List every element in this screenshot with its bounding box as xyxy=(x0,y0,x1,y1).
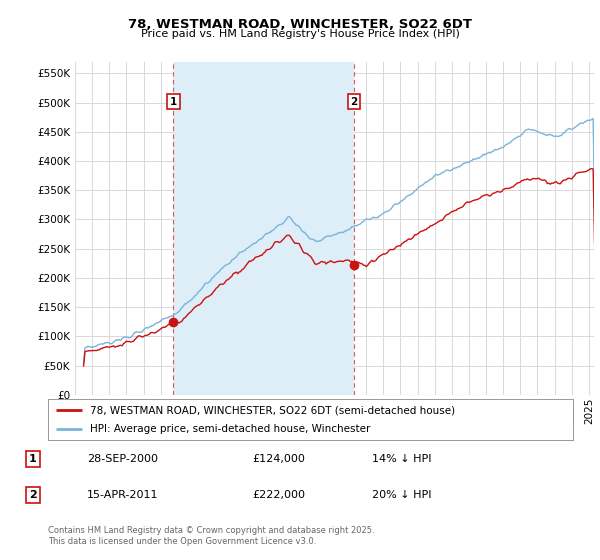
Text: 2: 2 xyxy=(350,96,358,106)
Text: £222,000: £222,000 xyxy=(252,490,305,500)
Text: 14% ↓ HPI: 14% ↓ HPI xyxy=(372,454,431,464)
Text: Contains HM Land Registry data © Crown copyright and database right 2025.
This d: Contains HM Land Registry data © Crown c… xyxy=(48,526,374,546)
Text: 20% ↓ HPI: 20% ↓ HPI xyxy=(372,490,431,500)
Text: 15-APR-2011: 15-APR-2011 xyxy=(87,490,158,500)
Text: Price paid vs. HM Land Registry's House Price Index (HPI): Price paid vs. HM Land Registry's House … xyxy=(140,29,460,39)
Text: 28-SEP-2000: 28-SEP-2000 xyxy=(87,454,158,464)
Text: HPI: Average price, semi-detached house, Winchester: HPI: Average price, semi-detached house,… xyxy=(90,424,370,433)
Bar xyxy=(173,62,354,395)
Text: 1: 1 xyxy=(29,454,37,464)
Text: 78, WESTMAN ROAD, WINCHESTER, SO22 6DT: 78, WESTMAN ROAD, WINCHESTER, SO22 6DT xyxy=(128,18,472,31)
Text: 78, WESTMAN ROAD, WINCHESTER, SO22 6DT (semi-detached house): 78, WESTMAN ROAD, WINCHESTER, SO22 6DT (… xyxy=(90,405,455,415)
Text: 1: 1 xyxy=(170,96,177,106)
Text: £124,000: £124,000 xyxy=(252,454,305,464)
Text: 2: 2 xyxy=(29,490,37,500)
